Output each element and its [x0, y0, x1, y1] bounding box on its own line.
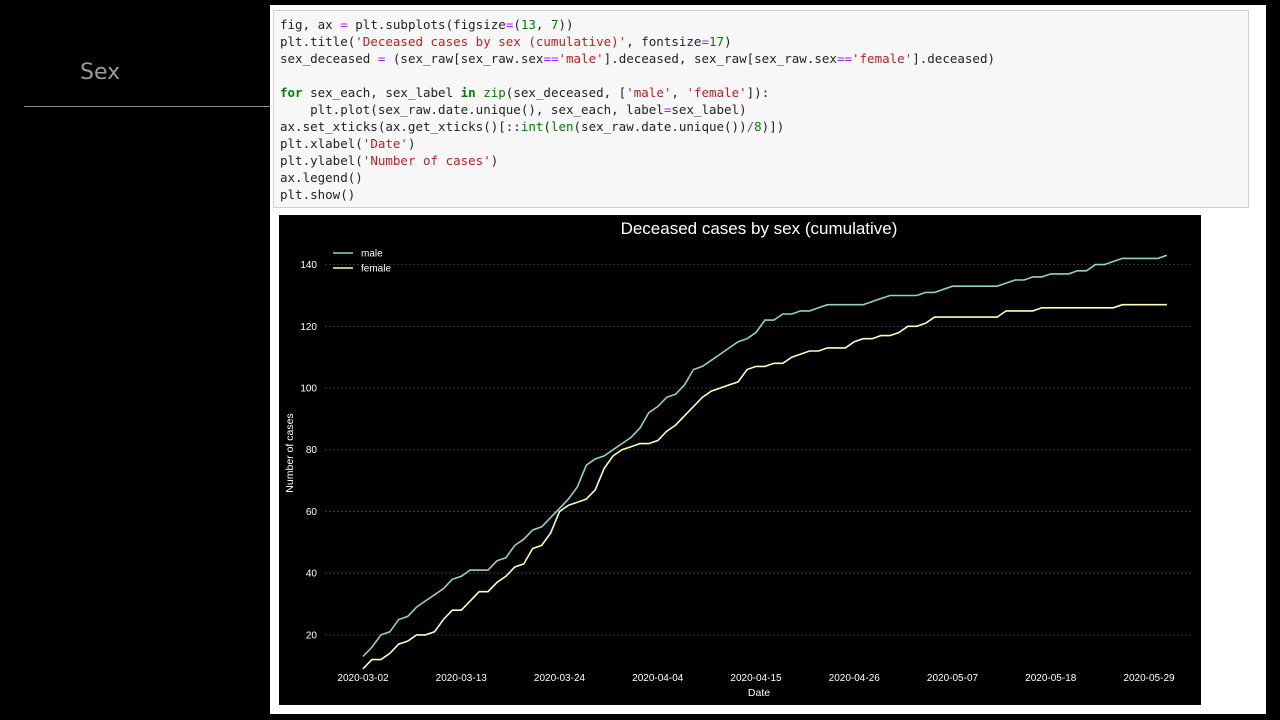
- code-token: ): [724, 34, 732, 49]
- y-axis-label: Number of cases: [284, 413, 296, 492]
- code-token: fig, ax: [280, 17, 341, 32]
- code-token: 'Deceased cases by sex (cumulative)': [355, 34, 627, 49]
- y-tick-label: 20: [306, 630, 318, 641]
- code-token: plt.title(: [280, 34, 356, 49]
- code-token: ): [490, 153, 499, 168]
- code-token: 'male': [626, 85, 672, 100]
- code-token: ].deceased, sex_raw[sex_raw.sex: [603, 51, 837, 66]
- code-token: 13: [520, 17, 536, 32]
- code-token: plt.xlabel(: [280, 136, 363, 151]
- code-line: [280, 67, 1248, 84]
- x-tick-label: 2020-03-24: [534, 673, 586, 684]
- code-token: (sex_deceased, [: [505, 85, 627, 100]
- code-token: sex_label): [671, 102, 747, 117]
- code-token: zip: [483, 85, 506, 100]
- code-line: ax.set_xticks(ax.get_xticks()[::int(len(…: [280, 118, 1248, 135]
- x-tick-label: 2020-03-13: [436, 673, 488, 684]
- code-token: ,: [671, 85, 687, 100]
- code-line: plt.xlabel('Date'): [280, 135, 1248, 152]
- code-token: ): [407, 136, 416, 151]
- code-line: plt.title('Deceased cases by sex (cumula…: [280, 33, 1248, 50]
- y-tick-label: 100: [300, 384, 317, 395]
- code-token: =: [340, 17, 348, 32]
- x-axis-label: Date: [748, 687, 770, 699]
- code-token: (: [543, 119, 551, 134]
- code-token: 7: [550, 17, 559, 32]
- y-tick-label: 80: [306, 445, 318, 456]
- code-token: )): [558, 17, 574, 32]
- code-line: ax.legend(): [280, 169, 1248, 186]
- code-token: 'Number of cases': [362, 153, 491, 168]
- title-divider: [24, 106, 270, 107]
- code-token: /: [746, 119, 755, 134]
- code-token: ].deceased): [912, 51, 996, 66]
- line-chart: Deceased cases by sex (cumulative) Date …: [284, 219, 1191, 699]
- code-token: (: [513, 17, 521, 32]
- y-tick-label: 120: [300, 322, 317, 333]
- y-tick-label: 60: [306, 507, 318, 518]
- code-token: ]):: [746, 85, 770, 100]
- series-lines: [362, 254, 1168, 670]
- code-token: plt.subplots(figsize: [347, 17, 506, 32]
- code-token: , fontsize: [626, 34, 702, 49]
- code-token: )]): [761, 119, 785, 134]
- x-tick-label: 2020-04-26: [829, 673, 881, 684]
- y-tick-label: 40: [306, 569, 318, 580]
- chart-figure: Deceased cases by sex (cumulative) Date …: [279, 215, 1201, 705]
- series-line-male: [362, 254, 1168, 658]
- x-tick-label: 2020-04-15: [730, 673, 782, 684]
- code-line: fig, ax = plt.subplots(figsize=(13, 7)): [280, 16, 1248, 33]
- code-token: 'male': [558, 51, 604, 66]
- code-token: plt.show(): [280, 187, 356, 202]
- legend: male female: [333, 249, 391, 275]
- code-token: int: [520, 119, 544, 134]
- grid-lines: [325, 264, 1191, 636]
- code-token: =: [663, 102, 672, 117]
- code-token: sex_deceased: [280, 51, 378, 66]
- x-tick-label: 2020-05-18: [1025, 673, 1077, 684]
- code-token: sex_each, sex_label: [302, 85, 461, 100]
- code-token: (sex_raw.date.unique()): [573, 119, 747, 134]
- code-line: sex_deceased = (sex_raw[sex_raw.sex=='ma…: [280, 50, 1248, 67]
- code-token: ax.legend(): [280, 170, 363, 185]
- code-token: for: [280, 85, 303, 100]
- code-token: ax.set_xticks(ax.get_xticks()[::: [280, 119, 521, 134]
- code-token: =: [377, 51, 386, 66]
- code-token: =: [701, 34, 709, 49]
- code-token: in: [460, 85, 476, 100]
- code-token: ,: [535, 17, 551, 32]
- code-token: ==: [543, 51, 559, 66]
- code-line: plt.show(): [280, 186, 1248, 203]
- code-token: 'female': [852, 51, 913, 66]
- code-token: =: [505, 17, 514, 32]
- x-tick-label: 2020-05-07: [927, 673, 979, 684]
- code-token: 8: [754, 119, 762, 134]
- code-token: 'female': [686, 85, 747, 100]
- chart-title: Deceased cases by sex (cumulative): [621, 219, 898, 238]
- code-token: plt.plot(sex_raw.date.unique(), sex_each…: [280, 102, 664, 117]
- code-token: 'Date': [362, 136, 408, 151]
- y-ticks: 20 40 60 80 100 120 140: [300, 260, 317, 641]
- code-line: plt.ylabel('Number of cases'): [280, 152, 1248, 169]
- code-cell[interactable]: fig, ax = plt.subplots(figsize=(13, 7)) p…: [273, 10, 1249, 208]
- code-token: plt.ylabel(: [280, 153, 363, 168]
- y-tick-label: 140: [300, 260, 317, 271]
- code-line: plt.plot(sex_raw.date.unique(), sex_each…: [280, 101, 1248, 118]
- series-line-female: [362, 303, 1167, 670]
- x-ticks: 2020-03-02 2020-03-13 2020-03-24 2020-04-04…: [337, 673, 1175, 684]
- x-tick-label: 2020-04-04: [632, 673, 684, 684]
- legend-label-female: female: [361, 264, 391, 275]
- code-token: 17: [709, 34, 725, 49]
- code-token: (sex_raw[sex_raw.sex: [385, 51, 544, 66]
- slide-title: Sex: [80, 60, 121, 85]
- code-token: len: [550, 119, 574, 134]
- x-tick-label: 2020-05-29: [1123, 673, 1175, 684]
- x-tick-label: 2020-03-02: [337, 673, 389, 684]
- code-token: ==: [836, 51, 852, 66]
- legend-label-male: male: [361, 249, 383, 260]
- code-line: for sex_each, sex_label in zip(sex_decea…: [280, 84, 1248, 101]
